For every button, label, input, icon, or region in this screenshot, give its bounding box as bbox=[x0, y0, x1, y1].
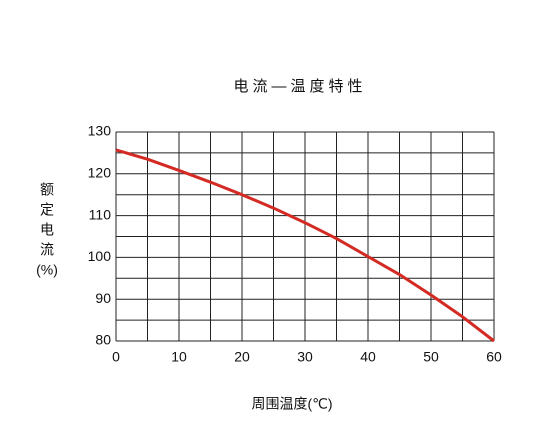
y-axis-label: 定 bbox=[40, 202, 54, 218]
y-tick-label: 100 bbox=[88, 248, 112, 264]
data-line bbox=[115, 148, 495, 343]
y-axis-label: 流 bbox=[40, 242, 54, 258]
x-tick-label: 20 bbox=[234, 349, 250, 365]
y-tick-label: 110 bbox=[89, 206, 112, 222]
chart-title: 电流—温度特性 bbox=[233, 78, 366, 95]
x-axis-label: 周围温度(℃) bbox=[251, 396, 332, 412]
y-axis-label: (%) bbox=[36, 262, 58, 278]
y-tick-label: 130 bbox=[88, 123, 112, 139]
x-tick-label: 10 bbox=[171, 349, 187, 365]
y-tick-label: 120 bbox=[88, 165, 112, 181]
y-axis-label: 电 bbox=[40, 222, 54, 238]
y-tick-label: 90 bbox=[95, 290, 111, 306]
y-axis-label: 额 bbox=[40, 182, 54, 198]
x-tick-label: 50 bbox=[423, 349, 439, 365]
x-tick-label: 40 bbox=[360, 349, 376, 365]
x-tick-label: 0 bbox=[112, 349, 120, 365]
x-tick-label: 30 bbox=[297, 349, 313, 365]
y-tick-label: 80 bbox=[95, 332, 111, 348]
x-tick-label: 60 bbox=[486, 349, 502, 365]
